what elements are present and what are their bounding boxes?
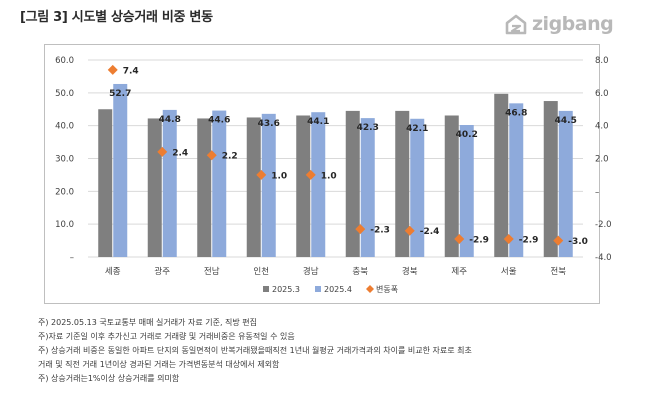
- bar-2025-4: [113, 83, 128, 258]
- footnote: 주) 상승거래는1%이상 상승거래를 의미함: [38, 374, 180, 383]
- bar-data-label: 40.2: [456, 130, 478, 140]
- change-point: [107, 64, 118, 75]
- point-data-label: 1.0: [321, 171, 337, 181]
- x-tick-label: 경남: [303, 266, 319, 277]
- change-point: [454, 233, 465, 244]
- y-left-tick-label: 10.0: [55, 220, 74, 230]
- y-left-tick-label: 20.0: [55, 187, 74, 197]
- y-right-tick-label: –: [595, 187, 599, 197]
- house-logo-icon: [505, 14, 527, 35]
- x-tick-label: 경북: [402, 266, 418, 277]
- legend-swatch: [315, 286, 321, 292]
- bar-2025-3: [494, 93, 509, 258]
- point-data-label: 2.2: [222, 152, 238, 162]
- bar-data-label: 46.8: [505, 108, 527, 118]
- legend-swatch: [366, 285, 374, 293]
- bar-data-label: 42.3: [357, 123, 379, 133]
- bar-2025-3: [395, 110, 410, 258]
- y-right-tick-label: -2.0: [595, 220, 612, 230]
- x-tick-label: 인천: [253, 266, 269, 277]
- point-data-label: 1.0: [271, 171, 287, 181]
- legend-label: 2025.4: [324, 285, 352, 294]
- change-point: [206, 150, 217, 161]
- footnote: 주) 상승거래 비중은 동일한 아파트 단지의 동일면적이 반복거래됐을때직전 …: [38, 346, 472, 355]
- bar-2025-3: [543, 101, 558, 258]
- point-data-label: -3.0: [568, 237, 588, 247]
- y-left-tick-label: 50.0: [55, 89, 74, 99]
- x-tick-label: 전북: [550, 266, 566, 277]
- bar-2025-4: [459, 125, 474, 257]
- legend-label: 2025.3: [272, 285, 300, 294]
- y-right-tick-label: 2.0: [595, 155, 609, 165]
- footnote: 거래 및 직전 거래 1년이상 경과된 거래는 가격변동분석 대상에서 제외함: [38, 360, 280, 369]
- bar-data-label: 42.1: [406, 124, 428, 134]
- y-left-tick-label: 40.0: [55, 122, 74, 132]
- footnote: 주) 2025.05.13 국토교통부 매매 실거래가 자료 기준, 직방 편집: [38, 318, 258, 327]
- logo-text: zigbang: [532, 13, 614, 35]
- x-tick-label: 전남: [204, 266, 220, 277]
- bar-data-label: 44.8: [159, 115, 181, 125]
- bar-2025-3: [296, 115, 311, 257]
- change-point: [355, 224, 366, 235]
- bar-data-label: 44.1: [307, 117, 329, 127]
- point-data-label: -2.3: [370, 226, 390, 236]
- bar-2025-3: [345, 110, 360, 258]
- change-point: [157, 146, 168, 157]
- bar-2025-4: [509, 103, 524, 257]
- bar-2025-3: [197, 118, 212, 258]
- bar-2025-4: [410, 118, 425, 257]
- point-data-label: -2.4: [420, 227, 440, 237]
- x-tick-label: 제주: [451, 267, 467, 277]
- y-left-tick-label: –: [70, 253, 74, 263]
- bar-2025-3: [444, 115, 459, 257]
- bar-2025-3: [147, 118, 162, 258]
- y-right-tick-label: -4.0: [595, 253, 612, 263]
- y-left-tick-label: 60.0: [55, 56, 74, 66]
- bar-2025-4: [162, 109, 177, 257]
- x-tick-label: 충북: [352, 267, 368, 277]
- x-tick-label: 서울: [501, 267, 517, 277]
- y-right-tick-label: 4.0: [595, 122, 609, 132]
- x-tick-label: 세종: [105, 267, 121, 277]
- bar-data-label: 44.5: [555, 116, 577, 126]
- y-right-tick-label: 6.0: [595, 89, 609, 99]
- bar-data-label: 44.6: [208, 116, 230, 126]
- point-data-label: 7.4: [123, 66, 139, 76]
- change-point: [256, 169, 267, 180]
- bar-2025-3: [98, 109, 113, 257]
- footnotes: 주) 2025.05.13 국토교통부 매매 실거래가 자료 기준, 직방 편집…: [38, 316, 472, 386]
- bar-2025-3: [246, 117, 261, 257]
- change-point: [503, 233, 514, 244]
- legend-swatch: [263, 286, 269, 292]
- bar-2025-4: [261, 113, 276, 257]
- y-right-tick-label: 8.0: [595, 56, 609, 66]
- bar-2025-4: [311, 112, 326, 257]
- bar-2025-4: [558, 110, 573, 258]
- point-data-label: 2.4: [172, 148, 188, 158]
- bar-2025-4: [212, 110, 227, 258]
- bar-2025-4: [360, 118, 375, 258]
- x-tick-label: 광주: [154, 266, 170, 277]
- change-point: [553, 235, 564, 246]
- change-point: [305, 169, 316, 180]
- footnote: 주)자료 기준일 이후 추가신고 거래로 거래량 및 거래비중은 유동적일 수 …: [38, 332, 295, 341]
- legend-label: 변동폭: [376, 284, 398, 294]
- zigbang-logo: zigbang: [504, 13, 614, 35]
- y-left-tick-label: 30.0: [55, 155, 74, 165]
- bar-data-label: 43.6: [258, 119, 280, 129]
- figure-title: [그림 3] 시도별 상승거래 비중 변동: [20, 10, 213, 25]
- change-point: [404, 225, 415, 236]
- point-data-label: -2.9: [469, 235, 489, 245]
- bar-data-label: 52.7: [109, 89, 131, 99]
- point-data-label: -2.9: [519, 235, 539, 245]
